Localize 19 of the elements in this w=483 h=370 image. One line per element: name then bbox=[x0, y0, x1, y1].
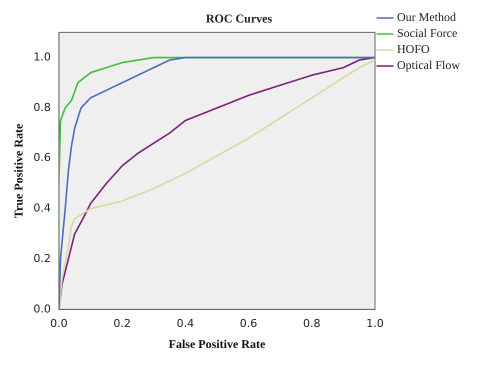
x-tick-label: 0.8 bbox=[303, 316, 321, 330]
x-tick-label: 0.4 bbox=[176, 316, 194, 330]
legend-label: Social Force bbox=[397, 26, 458, 40]
x-tick-label: 0.0 bbox=[50, 316, 68, 330]
x-tick-label: 1.0 bbox=[366, 316, 384, 330]
y-tick-label: 0.2 bbox=[33, 252, 51, 265]
legend-label: Our Method bbox=[397, 10, 456, 24]
chart-title: ROC Curves bbox=[206, 11, 272, 26]
y-tick-label: 0.8 bbox=[33, 100, 51, 114]
legend-label: HOFO bbox=[397, 42, 430, 56]
y-tick-label: 0.4 bbox=[33, 202, 51, 215]
x-tick-label: 0.2 bbox=[113, 316, 131, 330]
y-axis-title: True Positive Rate bbox=[11, 123, 26, 218]
y-tick-label: 0.6 bbox=[33, 151, 51, 164]
x-axis-title: False Positive Rate bbox=[168, 336, 266, 351]
x-tick-label: 0.6 bbox=[240, 316, 258, 330]
y-tick-label: 1.0 bbox=[33, 50, 51, 64]
y-tick-label: 0.0 bbox=[33, 302, 51, 316]
legend-label: Optical Flow bbox=[397, 58, 460, 72]
